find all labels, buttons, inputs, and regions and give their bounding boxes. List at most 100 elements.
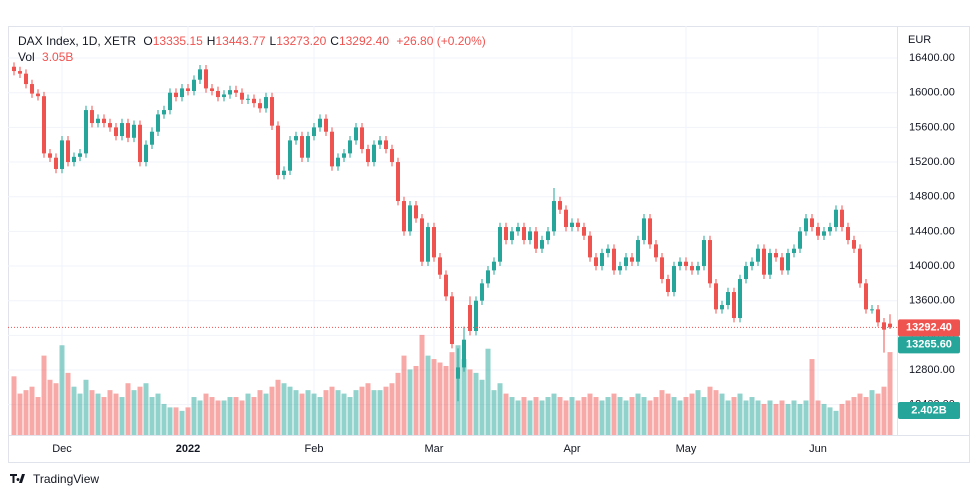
volume-bar: [185, 407, 191, 435]
candle-body: [852, 240, 856, 249]
candle-body: [492, 261, 496, 271]
candle-body: [102, 118, 106, 124]
volume-bar: [857, 393, 863, 435]
candle-body: [786, 253, 790, 271]
volume-bar: [515, 400, 521, 435]
candle-body: [390, 149, 394, 163]
candle-body: [504, 227, 508, 241]
volume-bar: [197, 400, 203, 435]
candle-body: [54, 157, 58, 169]
volume-pane: [11, 334, 893, 435]
candle-body: [180, 88, 184, 98]
volume-bar: [707, 386, 713, 435]
volume-bar: [743, 400, 749, 435]
y-tick-label: 16400.00: [909, 52, 955, 64]
candle-body: [474, 300, 478, 332]
volume-bar: [359, 386, 365, 435]
candle-body: [126, 123, 130, 138]
volume-bar: [701, 397, 707, 435]
volume-bar: [527, 400, 533, 435]
volume-bar: [305, 390, 311, 435]
candle-body: [732, 292, 736, 319]
candle-body: [750, 261, 754, 267]
volume-bar: [401, 355, 407, 435]
candle-body: [300, 136, 304, 158]
volume-bar: [161, 403, 167, 435]
candle-body: [108, 123, 112, 128]
candle-body: [696, 266, 700, 271]
volume-bar: [179, 410, 185, 435]
volume-bar: [227, 397, 233, 435]
candle-body: [18, 71, 22, 74]
volume-bar: [23, 390, 29, 435]
candle-body: [486, 270, 490, 284]
volume-bar: [293, 390, 299, 435]
candle-body: [516, 227, 520, 232]
candle-body: [792, 248, 796, 254]
volume-bar: [551, 393, 557, 435]
volume-bar: [233, 397, 239, 435]
volume-bar: [107, 390, 113, 435]
volume-bar: [737, 393, 743, 435]
volume-bar: [167, 407, 173, 435]
ohlc-value: 13273.20: [276, 34, 326, 48]
volume-bar: [767, 400, 773, 435]
volume-bar: [335, 390, 341, 435]
volume-bar: [827, 407, 833, 435]
candle-body: [576, 222, 580, 228]
candle-body: [726, 292, 730, 306]
volume-bar: [821, 403, 827, 435]
volume-bar: [473, 372, 479, 435]
candle-body: [66, 140, 70, 163]
candle-body: [618, 266, 622, 271]
last-price-label: 13292.40: [906, 322, 952, 334]
candle-body: [72, 156, 76, 163]
ohlc-label: C: [330, 34, 339, 48]
candle-body: [168, 92, 172, 111]
volume-bar: [815, 400, 821, 435]
candle-body: [798, 231, 802, 249]
candle-body: [24, 73, 28, 85]
previous-close-label-box: [898, 336, 960, 354]
volume-bar: [725, 400, 731, 435]
candle-body: [48, 153, 52, 158]
volume-bar: [629, 397, 635, 435]
volume-bar: [635, 393, 641, 435]
candle-body: [882, 322, 886, 330]
ohlc-label: H: [207, 34, 216, 48]
candle-body: [246, 98, 250, 100]
volume-bar: [443, 365, 449, 435]
candle-body: [174, 92, 178, 98]
volume-bar: [221, 400, 227, 435]
volume-bar: [155, 393, 161, 435]
candle-body: [462, 339, 466, 368]
candle-body: [558, 201, 562, 210]
volume-bar: [509, 397, 515, 435]
candle-body: [336, 157, 340, 167]
candle-body: [720, 305, 724, 310]
candle-body: [432, 227, 436, 258]
candle-body: [768, 253, 772, 275]
volume-bar: [131, 390, 137, 435]
volume-bar: [95, 393, 101, 435]
volume-bar: [713, 390, 719, 435]
brand-logo: [10, 474, 25, 483]
candle-body: [780, 257, 784, 271]
candle-body: [228, 90, 232, 95]
volume-bar: [341, 393, 347, 435]
candle-body: [42, 96, 46, 154]
volume-bar: [761, 403, 767, 435]
candle-body: [132, 124, 136, 138]
volume-bar: [605, 397, 611, 435]
candle-body: [348, 140, 352, 154]
candle-body: [276, 125, 280, 176]
volume-bar: [611, 393, 617, 435]
candle-body: [330, 131, 334, 167]
volume-bar: [329, 386, 335, 435]
volume-bar: [491, 390, 497, 435]
candle-body: [120, 123, 124, 137]
volume-bar: [143, 383, 149, 435]
volume-bar: [647, 400, 653, 435]
candle-body: [876, 309, 880, 323]
volume-bar: [203, 393, 209, 435]
